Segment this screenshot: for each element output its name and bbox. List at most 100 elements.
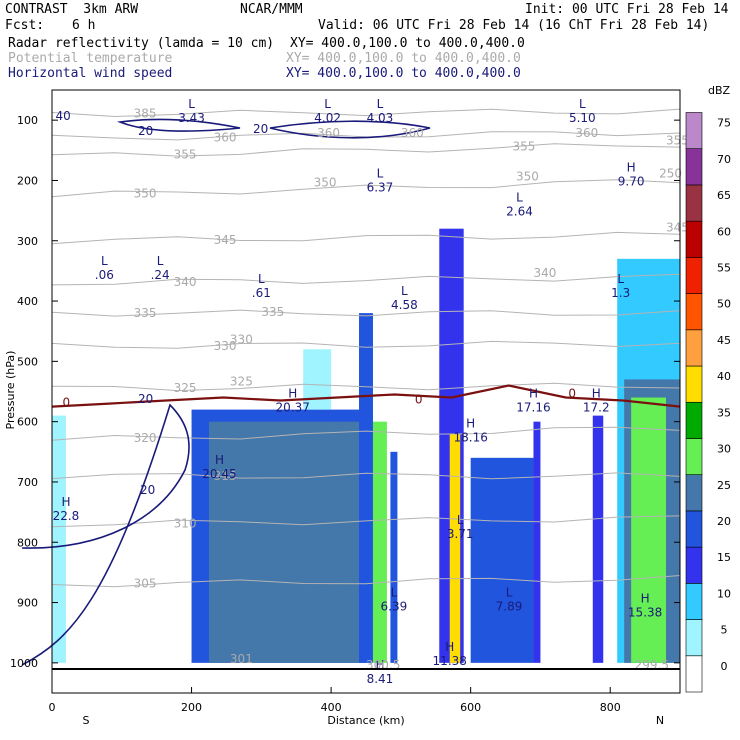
wind-extremum-value: 6.39 bbox=[381, 600, 408, 614]
wind-extremum-type: L bbox=[506, 586, 513, 600]
plot-frame bbox=[51, 89, 681, 694]
contour-value: 360 bbox=[575, 126, 598, 140]
colorbar-swatch bbox=[685, 329, 703, 367]
field-wind-xy: XY= 400.0,100.0 to 400.0,400.0 bbox=[286, 66, 521, 81]
theta-contour bbox=[51, 108, 681, 118]
theta-contour-label: 305 bbox=[134, 577, 157, 591]
field-reflectivity-xy: XY= 400.0,100.0 to 400.0,400.0 bbox=[290, 36, 525, 51]
contour-value: 40 bbox=[55, 109, 70, 123]
y-tick-label: 1000 bbox=[10, 657, 38, 670]
y-axis-label: Pressure (hPa) bbox=[4, 351, 17, 430]
colorbar-level-label: 20 bbox=[717, 515, 731, 528]
y-tick-label: 400 bbox=[17, 295, 38, 308]
colorbar-swatch bbox=[685, 220, 703, 258]
colorbar-level-label: 0 bbox=[721, 660, 728, 673]
wind-extremum-value: 20.37 bbox=[276, 401, 310, 415]
fcst-label: Fcst: bbox=[5, 18, 45, 33]
reflectivity-cell bbox=[592, 415, 604, 663]
contour-value: 0 bbox=[415, 393, 423, 407]
wind-extremum-value: 7.89 bbox=[496, 600, 523, 614]
colorbar-level-label: 70 bbox=[717, 153, 731, 166]
wind-extremum-type: H bbox=[61, 495, 70, 509]
wind-extremum-value: 15.38 bbox=[628, 606, 662, 620]
colorbar-swatch bbox=[685, 401, 703, 439]
y-tick-label: 100 bbox=[17, 114, 38, 127]
x-axis: 0 200 400 600 800 bbox=[49, 687, 621, 714]
reflectivity-cell bbox=[390, 451, 398, 663]
colorbar-swatch bbox=[685, 438, 703, 475]
theta-contour-label: 315 bbox=[214, 469, 237, 483]
wind-extremum-value: .61 bbox=[252, 286, 271, 300]
colorbar-level-label: 30 bbox=[717, 443, 731, 456]
contour-value: 0 bbox=[568, 387, 576, 401]
contour-value: 345 bbox=[666, 221, 689, 235]
wind-extremum-value: 6.37 bbox=[367, 180, 394, 194]
theta-contour bbox=[51, 143, 681, 157]
colorbar-level-label: 55 bbox=[717, 261, 731, 274]
south-end-label: S bbox=[83, 714, 90, 727]
wind-extremum-value: 18.16 bbox=[453, 431, 487, 445]
wind-extremum-type: L bbox=[101, 254, 108, 268]
wind-extremum-type: H bbox=[641, 592, 650, 606]
wind-contour-20-top-left bbox=[116, 118, 241, 132]
colorbar-swatch bbox=[685, 510, 703, 548]
wind-extremum-type: L bbox=[324, 97, 331, 111]
wind-extremum-value: 4.58 bbox=[391, 298, 418, 312]
wind-extremum-type: L bbox=[157, 254, 164, 268]
wind-extremum-type: L bbox=[516, 191, 523, 205]
reflectivity-cell bbox=[359, 313, 373, 663]
wind-extremum-value: 3.71 bbox=[447, 527, 474, 541]
colorbar-swatch bbox=[685, 112, 703, 150]
contour-value: 301 bbox=[230, 652, 253, 666]
colorbar-swatch bbox=[685, 184, 703, 222]
wind-extremum-type: H bbox=[215, 453, 224, 467]
reflectivity-cell bbox=[631, 397, 667, 663]
colorbar-level-label: 50 bbox=[717, 298, 731, 311]
theta-contour-label: 360 bbox=[214, 130, 237, 144]
theta-contour bbox=[51, 309, 681, 317]
wind-extremum-type: L bbox=[188, 97, 195, 111]
wind-extremum-value: 17.16 bbox=[516, 401, 550, 415]
colorbar-swatch bbox=[685, 257, 703, 294]
wind-extremum-type: L bbox=[401, 284, 408, 298]
wind-extremum-value: .06 bbox=[95, 268, 114, 282]
colorbar: 0 5 10 15 20 25 30 35 40 45 50 55 60 65 70 75 bbox=[685, 112, 731, 693]
valid-time: Valid: 06 UTC Fri 28 Feb 14 (16 ChT Fri … bbox=[318, 18, 710, 33]
colorbar-level-label: 5 bbox=[721, 624, 728, 637]
colorbar-swatch bbox=[685, 619, 703, 657]
wind-extremum-type: L bbox=[579, 97, 586, 111]
x-axis-label: Distance (km) bbox=[327, 714, 404, 727]
colorbar-swatch bbox=[685, 293, 703, 331]
wind-extremum-type: H bbox=[288, 387, 297, 401]
y-tick-label: 600 bbox=[17, 416, 38, 429]
reflectivity-cell bbox=[209, 421, 360, 663]
wind-extremum-value: 4.03 bbox=[367, 111, 394, 125]
theta-contour bbox=[51, 472, 681, 480]
wind-contour-label: 20 bbox=[140, 483, 155, 497]
colorbar-unit: dBZ bbox=[708, 84, 731, 97]
fcst-value: 6 h bbox=[72, 18, 96, 33]
colorbar-level-label: 65 bbox=[717, 189, 731, 202]
contour-value: 355 bbox=[513, 139, 536, 153]
colorbar-level-label: 25 bbox=[717, 479, 731, 492]
wind-extremum-type: L bbox=[377, 97, 384, 111]
theta-contour-label: 310 bbox=[174, 516, 197, 530]
theta-contour-label: 355 bbox=[174, 148, 197, 162]
theta-contour bbox=[51, 231, 681, 245]
freezing-level-contour bbox=[51, 384, 681, 408]
field-theta-xy: XY= 400.0,100.0 to 400.0,400.0 bbox=[286, 51, 521, 66]
center-label: NCAR/MMM bbox=[240, 2, 303, 17]
init-time: Init: 00 UTC Fri 28 Feb 14 bbox=[525, 2, 729, 17]
contour-value: 355 bbox=[666, 133, 689, 147]
wind-extremum-value: 22.8 bbox=[53, 509, 80, 523]
wind-contours bbox=[21, 118, 431, 666]
wind-extremum-type: L bbox=[391, 586, 398, 600]
wind-extremum-value: 4.02 bbox=[314, 111, 341, 125]
colorbar-swatch bbox=[685, 474, 703, 512]
reflectivity-cell bbox=[533, 421, 541, 663]
x-tick-label: 0 bbox=[49, 701, 56, 714]
wind-extremum-value: 9.70 bbox=[618, 174, 645, 188]
wind-extremum-type: L bbox=[617, 272, 624, 286]
